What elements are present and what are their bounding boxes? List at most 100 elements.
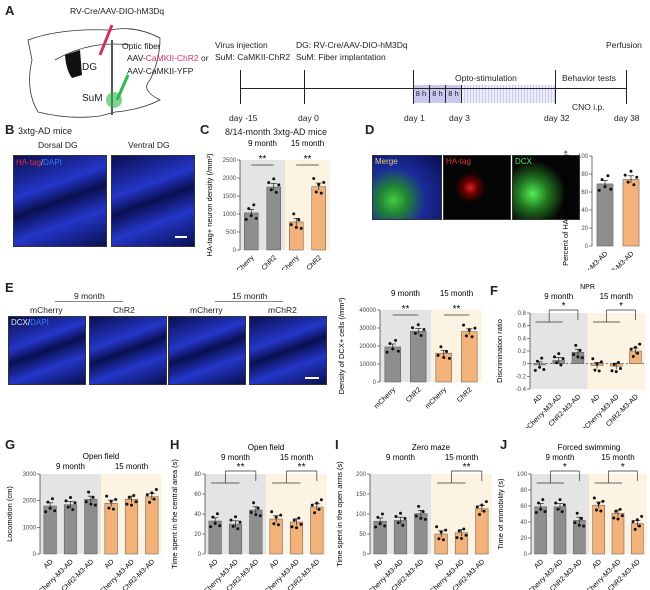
data-point [213, 521, 217, 525]
bar [269, 518, 283, 555]
data-point [542, 367, 546, 371]
data-point [631, 354, 635, 358]
day-label: day 0 [298, 113, 319, 123]
group-label: 15 month [601, 453, 634, 462]
data-point [535, 359, 539, 363]
y-tick-label: 0 [198, 552, 202, 558]
bar [104, 503, 118, 555]
data-point [462, 323, 466, 327]
data-point [576, 355, 580, 359]
data-point [252, 203, 256, 207]
data-point [310, 503, 314, 507]
data-point [578, 348, 582, 352]
data-point [610, 369, 614, 373]
bar [475, 508, 489, 555]
data-point [277, 183, 281, 187]
group-label: 15 month [445, 453, 478, 462]
data-point [612, 362, 616, 366]
x-tick-label: AD [434, 558, 446, 570]
group-label: 15 month [280, 453, 313, 462]
day-label: day 32 [544, 113, 570, 123]
data-point [403, 516, 407, 520]
data-point [416, 323, 420, 327]
bar [461, 331, 478, 383]
y-tick-label: 2000 [223, 176, 237, 182]
scale-bar [175, 236, 187, 238]
day-label: day 38 [614, 113, 640, 123]
panel-label-j: J [500, 437, 508, 452]
tick-day-minus15 [240, 70, 241, 104]
data-point [595, 362, 599, 366]
data-point [414, 514, 418, 518]
y-tick-label: 50 [359, 532, 366, 538]
data-point [601, 499, 605, 503]
data-point [247, 207, 251, 211]
y-axis-label: Time of immobility (s) [498, 478, 505, 549]
data-point [640, 514, 644, 518]
data-point [396, 349, 400, 353]
data-point [540, 356, 544, 360]
day-label: day 1 [404, 113, 425, 123]
data-point [299, 226, 303, 230]
y-tick-label: 200 [356, 472, 367, 478]
data-point [134, 500, 138, 504]
y-tick-label: 2500 [223, 158, 237, 164]
data-point [629, 347, 633, 351]
group-label: 9 month [248, 139, 277, 148]
data-point [437, 537, 441, 541]
data-point [297, 218, 301, 222]
y-tick-label: 3000 [23, 472, 37, 478]
data-point [130, 503, 133, 507]
data-point [439, 345, 443, 349]
data-point [470, 335, 474, 339]
y-axis-label: Time spent in the central area (s) [170, 459, 179, 569]
x-tick-label: ChR2 [456, 386, 474, 404]
tick-day32 [555, 70, 556, 104]
data-point [573, 521, 577, 525]
chart-title: Zero maze [412, 443, 451, 452]
data-point [290, 525, 294, 529]
data-point [462, 527, 466, 531]
y-tick-label: -0.2 [516, 374, 527, 380]
data-point [539, 507, 543, 511]
bar [145, 496, 159, 555]
data-point [50, 497, 54, 501]
data-point [109, 499, 113, 503]
chart-title: Open field [83, 452, 119, 461]
y-axis-label: Density of DCX+ cells (/mm³) [337, 297, 346, 394]
dcx-image [512, 155, 580, 220]
data-point [388, 341, 392, 345]
data-point [620, 514, 624, 518]
dcx-image-15m-mchr2 [249, 316, 327, 385]
scale-bar [305, 377, 319, 379]
data-point [152, 497, 156, 501]
y-tick-label: 20 [194, 532, 201, 538]
tick-day38 [626, 70, 627, 104]
cno-label: CNO i.p. [572, 102, 605, 112]
panel-label-b: B [5, 122, 15, 137]
y-axis-label: Time spent in the open arms (s) [335, 461, 344, 567]
merge-label: Merge [375, 157, 398, 166]
stain-legend-b: HA-tag/DAPI [16, 158, 62, 167]
stain-legend-e: DCX/DAPI [11, 318, 49, 327]
data-point [632, 183, 636, 187]
data-point [270, 510, 274, 514]
y-axis-label: Discrimination ratio [495, 319, 504, 383]
dapi-stain: DAPI [30, 318, 49, 327]
y-tick-label: 1500 [223, 194, 237, 200]
chart-title: Forced swimming [558, 443, 621, 452]
data-point [626, 180, 630, 184]
data-point [394, 338, 398, 342]
data-point [148, 500, 152, 504]
bar [311, 186, 326, 251]
data-point [484, 500, 488, 504]
data-point [317, 507, 321, 511]
data-point [560, 510, 564, 514]
chart-e: 9 month 15 month 0 10000 20000 30000 40000 Dens… [337, 289, 482, 410]
data-point [606, 174, 610, 178]
bar [622, 179, 640, 247]
dg-label: DG [82, 62, 97, 73]
x-tick-label: AD [591, 558, 603, 570]
